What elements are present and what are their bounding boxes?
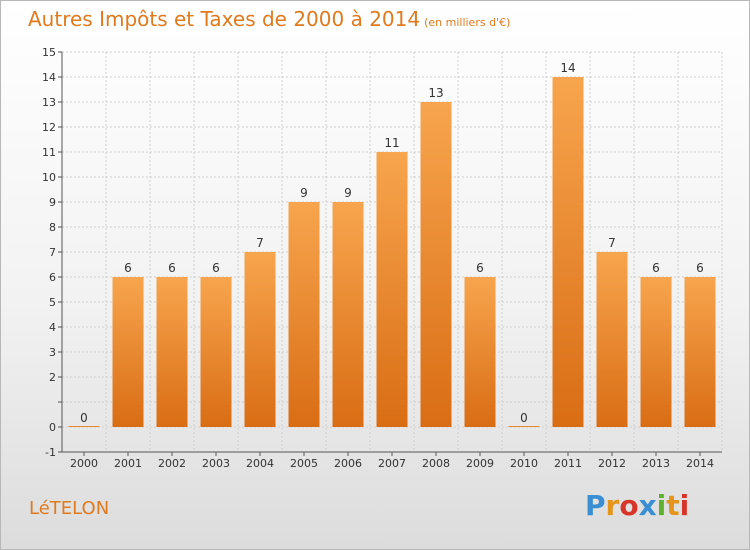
bar	[157, 277, 188, 427]
bar	[201, 277, 232, 427]
logo-letter: r	[606, 489, 620, 522]
y-tick-label: 9	[49, 196, 56, 209]
logo-letter: x	[639, 489, 657, 522]
data-label: 6	[476, 261, 484, 275]
bar	[641, 277, 672, 427]
data-label: 6	[124, 261, 132, 275]
logo-letter: o	[619, 489, 638, 522]
y-tick-label: 13	[42, 96, 56, 109]
data-label: 6	[696, 261, 704, 275]
x-tick-label: 2008	[422, 457, 450, 470]
x-tick-label: 2012	[598, 457, 626, 470]
data-label: 6	[168, 261, 176, 275]
x-tick-label: 2010	[510, 457, 538, 470]
bar	[333, 202, 364, 427]
y-tick-label: 14	[42, 71, 56, 84]
data-label: 11	[384, 136, 399, 150]
data-label: 14	[560, 61, 575, 75]
y-tick-label: 15	[42, 46, 56, 59]
bar	[421, 102, 452, 427]
data-label: 9	[300, 186, 308, 200]
y-tick-label: 12	[42, 121, 56, 134]
y-tick-label: 4	[49, 321, 56, 334]
x-tick-label: 2007	[378, 457, 406, 470]
x-tick-label: 2003	[202, 457, 230, 470]
bar-chart: -1 0 2 3 4 5 6 7 8 9 10 11 12 13 14 15 0 2000 6 2001 6 2002 6 2…	[1, 1, 749, 549]
bar	[685, 277, 716, 427]
x-tick-label: 2014	[686, 457, 714, 470]
logo-letter: t	[666, 489, 679, 522]
x-tick-label: 2000	[70, 457, 98, 470]
x-tick-label: 2005	[290, 457, 318, 470]
x-tick-label: 2004	[246, 457, 274, 470]
y-tick-label: -1	[45, 446, 56, 459]
y-tick-label: 2	[49, 371, 56, 384]
bar	[289, 202, 320, 427]
chart-frame: Autres Impôts et Taxes de 2000 à 2014 (en…	[0, 0, 750, 550]
data-label: 0	[520, 411, 528, 425]
logo-letter: P	[585, 489, 606, 522]
bar	[245, 252, 276, 427]
y-tick-label: 8	[49, 221, 56, 234]
data-label: 9	[344, 186, 352, 200]
data-label: 6	[652, 261, 660, 275]
proxiti-logo[interactable]: Proxiti	[585, 489, 689, 522]
x-tick-label: 2006	[334, 457, 362, 470]
data-label: 13	[428, 86, 443, 100]
bars	[69, 77, 716, 427]
x-tick-label: 2013	[642, 457, 670, 470]
bar	[69, 426, 100, 427]
y-tick-label: 0	[49, 421, 56, 434]
bar	[465, 277, 496, 427]
x-tick-label: 2009	[466, 457, 494, 470]
data-label: 7	[608, 236, 616, 250]
commune-name: LéTELON	[29, 498, 109, 519]
bar	[597, 252, 628, 427]
x-tick-label: 2001	[114, 457, 142, 470]
logo-letter: i	[657, 489, 667, 522]
y-tick-label: 11	[42, 146, 56, 159]
y-tick-label: 3	[49, 346, 56, 359]
y-tick-label: 10	[42, 171, 56, 184]
x-tick-label: 2011	[554, 457, 582, 470]
logo-letter: i	[680, 489, 690, 522]
y-tick-label: 6	[49, 271, 56, 284]
x-tick-label: 2002	[158, 457, 186, 470]
bar	[509, 426, 540, 427]
y-tick-label: 7	[49, 246, 56, 259]
bar	[113, 277, 144, 427]
y-tick-label: 5	[49, 296, 56, 309]
bar	[553, 77, 584, 427]
bar	[377, 152, 408, 427]
data-label: 0	[80, 411, 88, 425]
data-label: 6	[212, 261, 220, 275]
data-label: 7	[256, 236, 264, 250]
